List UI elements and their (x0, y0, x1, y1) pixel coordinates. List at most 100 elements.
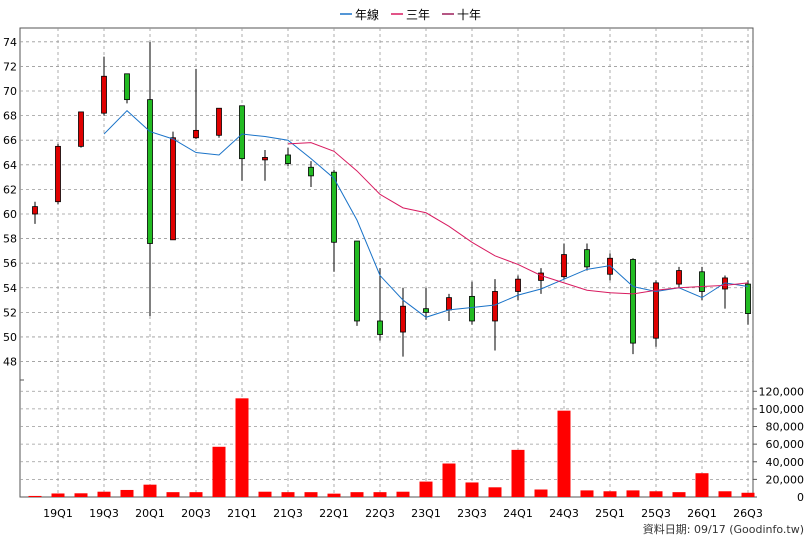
volume-bar (166, 492, 180, 497)
candle-body (400, 305, 406, 333)
x-tick-label: 26Q1 (687, 507, 717, 520)
candle-body (170, 137, 176, 241)
candle-body (55, 145, 61, 203)
candle-body (262, 157, 268, 161)
candle-body (676, 270, 682, 285)
volume-axis: 0 20,000 40,000 60,000 80,000 100,000 120,000 (753, 385, 804, 504)
volume-bar (465, 482, 479, 497)
x-tick-label: 20Q3 (181, 507, 211, 520)
volume-bar (511, 449, 525, 497)
candle-body (216, 107, 222, 136)
volume-tick-label: 60,000 (766, 438, 805, 451)
candles (32, 41, 751, 357)
price-tick-label: 74 (3, 36, 17, 49)
volume-tick-label: 0 (797, 491, 804, 504)
candle-body (515, 278, 521, 292)
volume-bar (603, 491, 617, 497)
price-tick-label: 68 (3, 110, 17, 123)
candle-body (331, 171, 337, 243)
price-tick-label: 62 (3, 183, 17, 196)
price-tick-label: 60 (3, 208, 17, 221)
moving-average-lines (103, 110, 749, 318)
series-line-0 (103, 110, 749, 318)
footer-date-label: 資料日期: 09/17 (Goodinfo.tw) (643, 522, 804, 536)
volume-bar (419, 481, 433, 497)
volume-bar (304, 492, 318, 497)
candle-body (32, 206, 38, 215)
candle-body (745, 283, 751, 314)
candle-body (630, 259, 636, 344)
candle-body (584, 249, 590, 268)
volume-bar (97, 491, 111, 497)
candle-body (78, 111, 84, 147)
price-tick-label: 66 (3, 134, 17, 147)
volume-bar (120, 489, 134, 497)
volume-bar (143, 484, 157, 497)
volume-bar (212, 446, 226, 497)
x-tick-label: 22Q1 (319, 507, 349, 520)
x-tick-label: 22Q3 (365, 507, 395, 520)
volume-bar (649, 491, 663, 497)
candle-body (699, 271, 705, 292)
volume-tick-label: 40,000 (766, 456, 805, 469)
price-tick-label: 52 (3, 306, 17, 319)
volume-bar (51, 493, 65, 497)
price-tick-label: 54 (3, 282, 17, 295)
price-tick-label: 70 (3, 85, 17, 98)
candle-body (193, 129, 199, 139)
candle-body (653, 282, 659, 339)
price-tick-label: 48 (3, 356, 17, 369)
candle-body (469, 295, 475, 322)
volume-bar (442, 463, 456, 497)
price-tick-label: 64 (3, 159, 17, 172)
volume-bar (626, 490, 640, 497)
x-tick-label: 26Q3 (733, 507, 763, 520)
candle-body (354, 240, 360, 322)
candle-body (101, 75, 107, 114)
candle-body (446, 297, 452, 311)
x-tick-label: 23Q1 (411, 507, 441, 520)
volume-bar (281, 492, 295, 497)
x-tick-label: 21Q3 (273, 507, 303, 520)
series-line-1 (287, 142, 749, 295)
x-tick-label: 19Q3 (89, 507, 119, 520)
volume-bar (557, 410, 571, 497)
volume-tick-label: 100,000 (759, 403, 805, 416)
candle-body (492, 291, 498, 322)
volume-bar (235, 398, 249, 497)
volume-bar (28, 495, 42, 497)
volume-tick-label: 120,000 (759, 385, 805, 398)
volume-tick-label: 20,000 (766, 473, 805, 486)
legend-label-2: 十年 (457, 8, 481, 22)
price-tick-label: 72 (3, 60, 17, 73)
volume-bar (350, 492, 364, 497)
volume-bar (488, 487, 502, 497)
candle-body (308, 166, 314, 177)
candle-body (239, 105, 245, 160)
volume-bar (74, 493, 88, 497)
volume-bars (28, 398, 755, 497)
price-tick-label: 56 (3, 257, 17, 270)
x-tick-label: 25Q1 (595, 507, 625, 520)
volume-bar (373, 492, 387, 497)
x-tick-label: 20Q1 (135, 507, 165, 520)
volume-bar (327, 493, 341, 497)
volume-bar (258, 491, 272, 497)
legend-label-0: 年線 (355, 7, 379, 22)
price-tick-label: 50 (3, 331, 17, 344)
candle-body (147, 99, 153, 244)
candle-body (561, 254, 567, 278)
volume-bar (672, 492, 686, 497)
x-tick-label: 24Q1 (503, 507, 533, 520)
volume-bar (534, 489, 548, 497)
candle-body (423, 308, 429, 313)
x-tick-label: 24Q3 (549, 507, 579, 520)
price-tick-label: 58 (3, 233, 17, 246)
x-tick-label: 21Q1 (227, 507, 257, 520)
volume-tick-label: 80,000 (766, 421, 805, 434)
x-axis: 19Q1 19Q3 20Q1 20Q3 21Q1 21Q3 22Q1 22Q3 23Q1 23Q3… (43, 507, 763, 520)
price-axis: 48 50 52 54 56 58 60 62 64 66 68 70 72 74 (3, 36, 17, 369)
x-tick-label: 25Q3 (641, 507, 671, 520)
volume-bar (741, 492, 755, 497)
